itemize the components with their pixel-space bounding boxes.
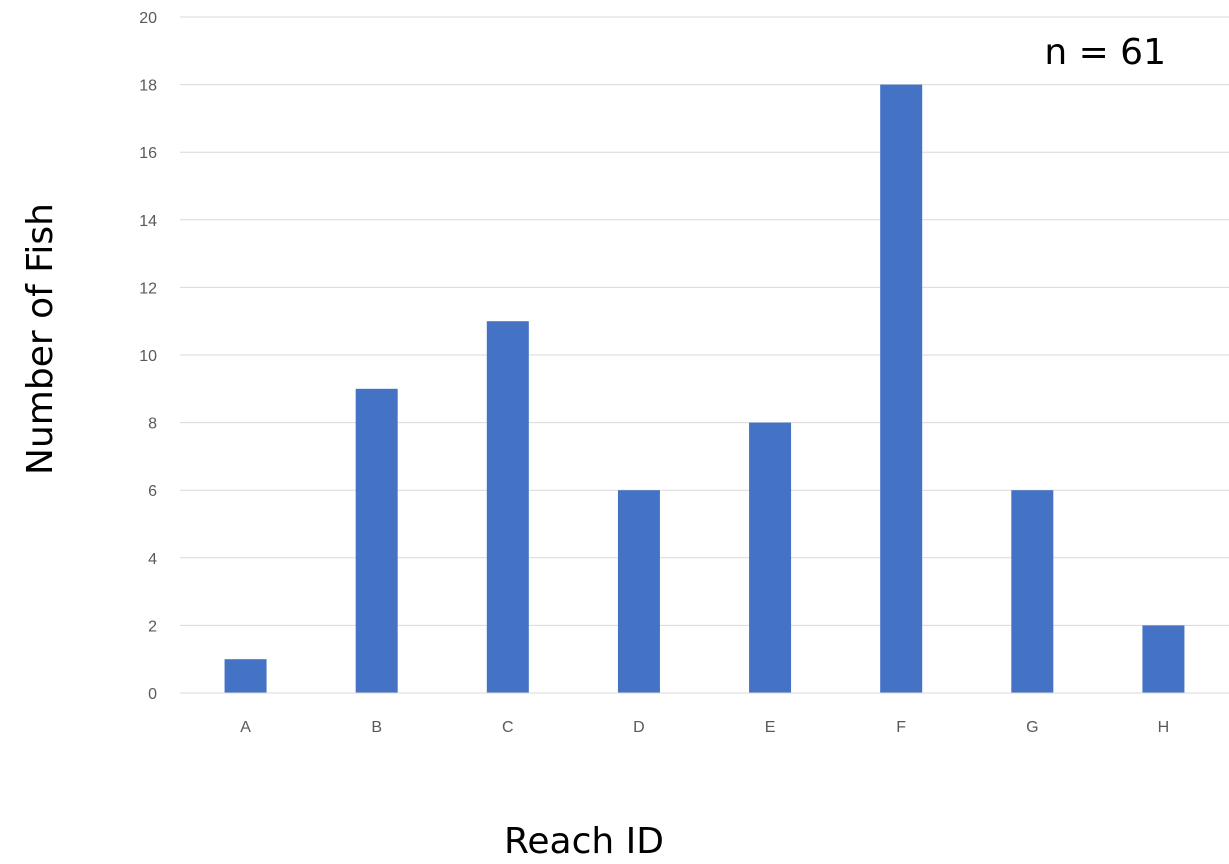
- y-axis-ticks: 0 2 4 6 8 10 12 14 16 18 20: [139, 10, 157, 703]
- x-tick-label: C: [502, 719, 514, 736]
- bar-a: [224, 659, 267, 693]
- x-axis-title: Reach ID: [504, 821, 664, 862]
- x-tick-label: G: [1026, 719, 1038, 736]
- y-tick-label: 8: [148, 416, 157, 433]
- x-tick-label: H: [1158, 719, 1170, 736]
- y-tick-label: 2: [148, 618, 157, 635]
- x-tick-label: D: [633, 719, 645, 736]
- sample-size-annotation: n = 61: [1044, 32, 1166, 73]
- y-tick-label: 14: [139, 213, 157, 230]
- y-tick-label: 4: [148, 551, 157, 568]
- bar-e: [749, 422, 792, 693]
- y-tick-label: 6: [148, 483, 157, 500]
- x-tick-label: E: [765, 719, 776, 736]
- y-tick-label: 0: [148, 686, 157, 703]
- y-tick-label: 18: [139, 78, 157, 95]
- x-tick-label: F: [896, 719, 906, 736]
- bar-d: [617, 490, 660, 693]
- x-tick-label: A: [240, 719, 251, 736]
- bar-h: [1142, 625, 1185, 693]
- y-axis-title: Number of Fish: [20, 203, 61, 475]
- x-tick-label: B: [371, 719, 382, 736]
- bar-g: [1011, 490, 1054, 693]
- bar-f: [880, 84, 923, 694]
- y-tick-label: 16: [139, 145, 157, 162]
- x-axis-ticks: A B C D E F G H: [240, 719, 1169, 736]
- y-tick-label: 20: [139, 10, 157, 27]
- bar-c: [486, 321, 529, 693]
- bar-b: [355, 388, 398, 693]
- gridlines: [180, 16, 1229, 626]
- bars: [224, 84, 1185, 694]
- y-tick-label: 10: [139, 348, 157, 365]
- y-tick-label: 12: [139, 280, 157, 297]
